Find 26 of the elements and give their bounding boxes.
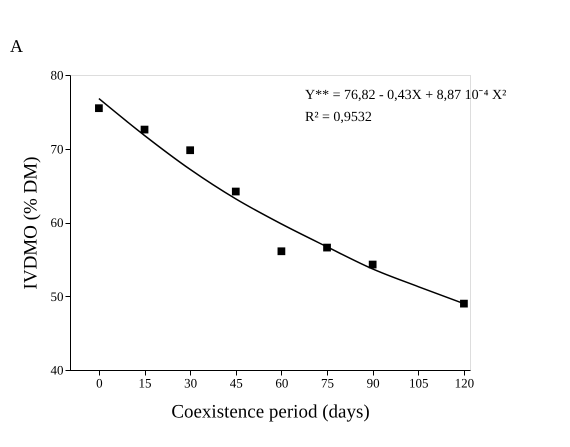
- x-tick-label: 30: [184, 376, 198, 390]
- x-axis-title: Coexistence period (days): [171, 402, 370, 422]
- y-tick-label: 80: [50, 68, 64, 82]
- point: [186, 146, 194, 154]
- x-tick-label: 0: [96, 376, 103, 390]
- x-tick-label: 60: [275, 376, 288, 390]
- y-tick-label: 50: [50, 288, 64, 304]
- text: A: [10, 36, 23, 56]
- point: [368, 260, 377, 268]
- x-tick-label: 45: [230, 376, 243, 390]
- x-tick-label: 90: [366, 376, 380, 390]
- y-tick-label: 60: [50, 215, 64, 230]
- point: [140, 126, 148, 134]
- x-tick-label: 75: [321, 376, 334, 390]
- y-tick-label: 40: [50, 362, 64, 378]
- point: [460, 300, 468, 308]
- point: [278, 247, 286, 256]
- x-tick-label: 15: [138, 376, 152, 390]
- point: [232, 188, 240, 196]
- x-tick-label: 120: [454, 376, 474, 390]
- point: [95, 104, 103, 112]
- annotation: Y** = 76,82 - 0,43X + 8,87 10⁻⁴ X²: [305, 88, 506, 103]
- y-axis-title: IVDMO (% DM): [20, 156, 42, 290]
- y-tick-label: 70: [50, 141, 64, 156]
- x-tick-label: 105: [409, 376, 429, 390]
- annotation: R² = 0,9532: [305, 110, 372, 125]
